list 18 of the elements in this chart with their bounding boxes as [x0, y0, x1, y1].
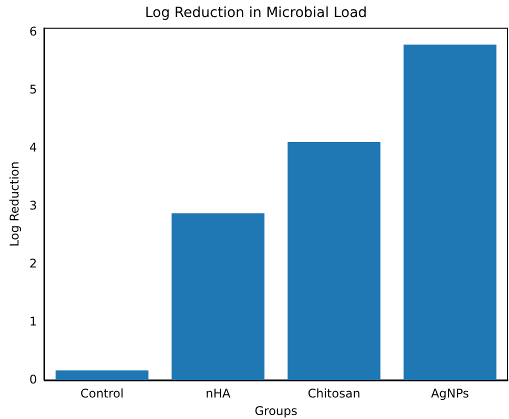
chart-title: Log Reduction in Microbial Load	[144, 5, 368, 22]
bar	[172, 213, 264, 380]
y-tick-label: 3	[29, 198, 38, 212]
y-tick-label: 2	[29, 256, 38, 270]
y-axis-title: Log Reduction	[7, 161, 22, 247]
x-axis-title: Groups	[254, 404, 298, 418]
bar	[56, 370, 148, 380]
x-tick-label: Control	[80, 386, 124, 401]
y-tick-label: 5	[29, 82, 38, 97]
x-tick-label: nHA	[206, 386, 232, 401]
bar	[404, 44, 496, 380]
x-tick-label: AgNPs	[430, 386, 470, 401]
bar	[288, 142, 380, 380]
y-tick-label: 6	[29, 24, 38, 39]
y-tick-label: 4	[29, 140, 38, 154]
y-tick-label: 0	[29, 372, 38, 386]
x-tick-label: Chitosan	[308, 386, 360, 401]
y-tick-label: 1	[29, 314, 38, 328]
